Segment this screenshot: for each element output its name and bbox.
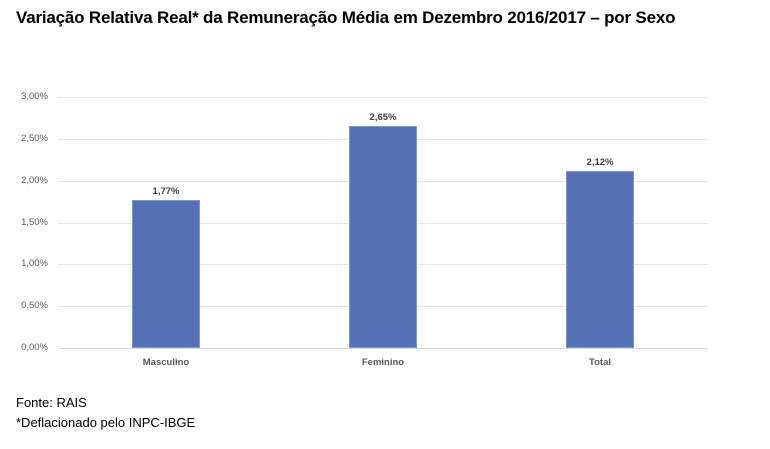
y-tick-label: 3,00%: [21, 91, 48, 102]
y-tick-label: 2,00%: [21, 175, 48, 186]
y-tick-label: 0,50%: [21, 300, 48, 311]
data-label-feminino: 2,65%: [369, 112, 397, 123]
x-label-total: Total: [589, 357, 611, 368]
bar-total: [566, 171, 634, 348]
source-note: Fonte: RAIS: [16, 395, 87, 410]
x-label-masculino: Masculino: [142, 357, 190, 368]
data-label-masculino: 1,77%: [152, 186, 180, 197]
y-tick-label: 0,00%: [21, 342, 48, 353]
deflation-note: *Deflacionado pelo INPC-IBGE: [16, 415, 196, 430]
y-tick-label: 2,50%: [21, 133, 48, 144]
gridline: [58, 97, 708, 98]
chart-title: Variação Relativa Real* da Remuneração M…: [16, 8, 676, 27]
bar-masculino: [132, 200, 200, 348]
data-label-total: 2,12%: [586, 157, 614, 168]
bar-feminino: [349, 126, 417, 348]
y-tick-label: 1,50%: [21, 217, 48, 228]
y-tick-label: 1,00%: [21, 258, 48, 269]
x-axis-line: [58, 348, 708, 349]
x-label-feminino: Feminino: [361, 357, 405, 368]
